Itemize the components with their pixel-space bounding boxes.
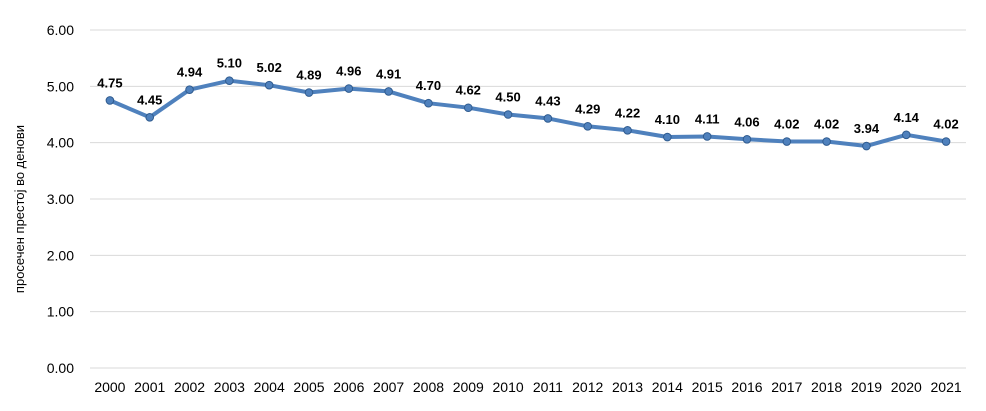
data-labels: 4.75 4.45 4.94 5.10 5.02 4.89 4.96 4.91 4.70 4.62… xyxy=(97,56,958,136)
data-label: 4.06 xyxy=(734,114,759,129)
data-point xyxy=(822,137,831,146)
data-point xyxy=(264,80,274,90)
data-points xyxy=(105,76,951,151)
data-label: 4.14 xyxy=(894,110,920,125)
data-point xyxy=(862,141,871,151)
x-tick-label: 2000 xyxy=(94,379,125,395)
data-point xyxy=(663,132,672,142)
data-point xyxy=(145,113,155,122)
x-tick-label: 2006 xyxy=(333,379,364,395)
data-label: 4.70 xyxy=(416,78,441,93)
data-point xyxy=(304,88,314,97)
gridlines xyxy=(90,29,966,369)
y-tick-label: 5.00 xyxy=(47,78,74,94)
y-tick-label: 1.00 xyxy=(47,304,74,320)
data-label: 4.94 xyxy=(177,65,203,80)
x-tick-label: 2012 xyxy=(572,379,603,395)
data-label: 4.29 xyxy=(575,101,600,116)
data-point xyxy=(463,103,473,113)
data-label: 4.89 xyxy=(296,68,321,83)
data-point xyxy=(543,114,553,123)
data-point xyxy=(225,76,234,85)
x-tick-label: 2018 xyxy=(811,379,842,395)
data-point xyxy=(941,137,951,146)
x-tick-label: 2013 xyxy=(612,379,643,395)
x-tick-label: 2004 xyxy=(254,379,285,395)
data-point xyxy=(623,125,632,135)
data-point xyxy=(742,134,752,144)
data-point xyxy=(344,84,354,93)
x-tick-label: 2021 xyxy=(931,379,962,395)
data-label: 4.22 xyxy=(615,105,640,120)
data-label: 4.02 xyxy=(814,117,839,132)
x-tick-label: 2008 xyxy=(413,379,444,395)
data-label: 4.62 xyxy=(456,83,481,98)
x-axis-tick-labels: 2000 2001 2002 2003 2004 2005 2006 2007 2008 2009… xyxy=(94,379,962,395)
x-tick-label: 2007 xyxy=(373,379,404,395)
data-point xyxy=(424,98,433,108)
data-label: 4.02 xyxy=(933,117,958,132)
data-label: 4.91 xyxy=(376,66,401,81)
x-tick-label: 2003 xyxy=(214,379,245,395)
x-tick-label: 2020 xyxy=(891,379,922,395)
data-label: 4.43 xyxy=(535,93,560,108)
data-label: 4.45 xyxy=(137,92,162,107)
data-label: 4.75 xyxy=(97,75,122,90)
x-tick-label: 2017 xyxy=(771,379,802,395)
x-tick-label: 2016 xyxy=(731,379,762,395)
data-label: 4.02 xyxy=(774,117,799,132)
x-tick-label: 2005 xyxy=(293,379,324,395)
y-tick-label: 2.00 xyxy=(47,247,74,263)
data-label: 4.10 xyxy=(655,112,680,127)
x-tick-label: 2010 xyxy=(493,379,524,395)
data-point xyxy=(702,132,712,141)
data-point xyxy=(583,122,593,131)
y-tick-label: 3.00 xyxy=(47,191,74,207)
data-label: 5.02 xyxy=(257,60,282,75)
data-label: 5.10 xyxy=(217,56,242,71)
data-point xyxy=(782,137,792,146)
x-tick-label: 2011 xyxy=(533,379,563,395)
x-tick-label: 2014 xyxy=(652,379,683,395)
data-point xyxy=(901,130,911,140)
series-line xyxy=(107,78,949,148)
y-axis-tick-labels: 0.00 1.00 2.00 3.00 4.00 5.00 6.00 xyxy=(47,22,74,376)
x-tick-label: 2019 xyxy=(851,379,882,395)
data-label: 3.94 xyxy=(854,121,880,136)
x-tick-label: 2009 xyxy=(453,379,484,395)
data-point xyxy=(185,85,194,95)
y-axis-label: просечен престој во денови xyxy=(12,125,27,293)
x-tick-label: 2001 xyxy=(134,379,165,395)
data-label: 4.50 xyxy=(495,90,520,105)
series-path xyxy=(107,78,949,148)
data-point xyxy=(105,96,115,105)
data-point xyxy=(503,110,513,119)
x-tick-label: 2015 xyxy=(692,379,723,395)
x-tick-label: 2002 xyxy=(174,379,205,395)
data-label: 4.11 xyxy=(695,111,720,126)
y-tick-label: 0.00 xyxy=(47,360,74,376)
data-label: 4.96 xyxy=(336,64,361,79)
data-point xyxy=(384,87,393,96)
y-tick-label: 4.00 xyxy=(47,135,74,151)
y-tick-label: 6.00 xyxy=(47,22,74,38)
